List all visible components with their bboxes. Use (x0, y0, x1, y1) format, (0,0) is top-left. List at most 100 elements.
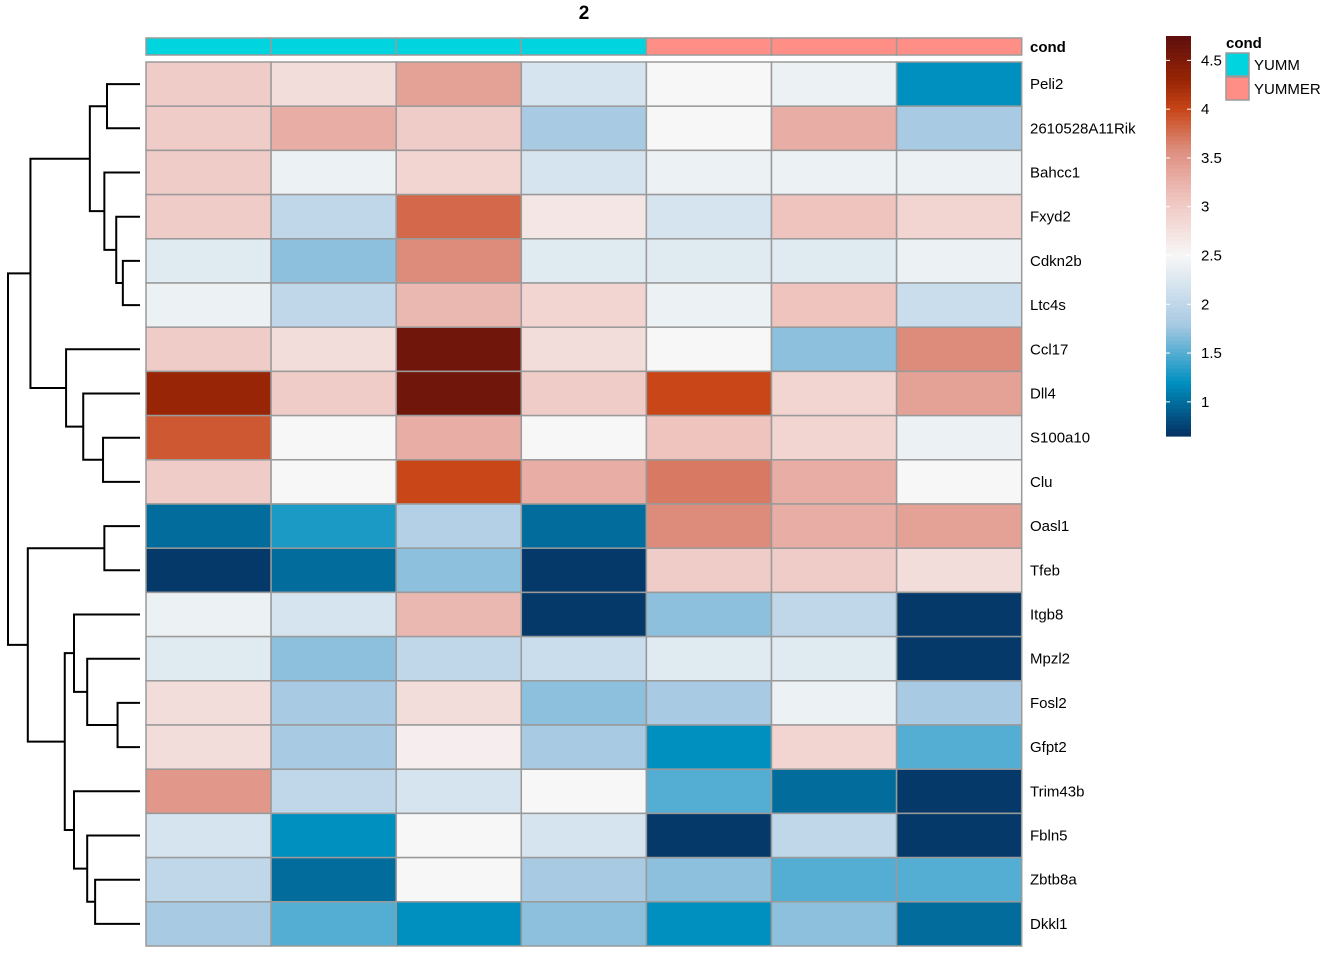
heatmap-cell (770, 591, 898, 638)
colorbar-segment (1166, 212, 1191, 217)
colorbar-segment (1166, 68, 1191, 73)
heatmap-cell (895, 414, 1023, 461)
heatmap-cell (770, 856, 898, 903)
colorbar-segment (1166, 156, 1191, 161)
heatmap-cell (270, 414, 397, 461)
heatmap-cell (520, 812, 648, 859)
heatmap-cell (645, 812, 773, 859)
colorbar-segment (1166, 44, 1191, 49)
heatmap-cell (395, 326, 523, 373)
row-label: Cdkn2b (1030, 253, 1082, 270)
heatmap-cell (145, 459, 272, 505)
colorbar-segment (1166, 88, 1191, 93)
colorbar-segment (1166, 196, 1191, 201)
heatmap-cell (395, 414, 523, 461)
row-label: Zbtb8a (1030, 872, 1077, 889)
row-dendrogram (7, 83, 140, 925)
heatmap-cell (395, 238, 523, 284)
colorbar-segment (1166, 244, 1191, 249)
colorbar-segment (1166, 136, 1191, 141)
heatmap-cell (645, 856, 773, 903)
heatmap-cell (395, 503, 523, 549)
heatmap-cell (770, 503, 898, 549)
heatmap-cell (520, 591, 648, 638)
condition-legend-swatch (1225, 52, 1250, 77)
colorbar-segment (1166, 92, 1191, 97)
annotation-cell (645, 37, 773, 56)
heatmap-cell (770, 901, 898, 947)
dendrogram-branch (86, 657, 140, 726)
heatmap-cell (270, 812, 397, 859)
heatmap-cell (145, 591, 272, 638)
heatmap-cell (645, 547, 773, 594)
heatmap-cell (270, 149, 397, 196)
heatmap-cell (395, 856, 523, 903)
heatmap-cell (895, 105, 1023, 152)
heatmap-cell (270, 459, 397, 505)
colorbar-segment (1166, 216, 1191, 221)
colorbar-segment (1166, 280, 1191, 285)
colorbar-segment (1166, 160, 1191, 165)
colorbar-segment (1166, 72, 1191, 77)
heatmap-cell (645, 326, 773, 373)
heatmap-cell (145, 414, 272, 461)
colorbar-segment (1166, 284, 1191, 289)
colorbar-segment (1166, 204, 1191, 209)
heatmap-cell (395, 459, 523, 505)
heatmap-cell (270, 238, 397, 284)
row-label: Fxyd2 (1030, 209, 1071, 226)
heatmap-cell (645, 370, 773, 417)
dendrogram-branch (94, 878, 140, 925)
heatmap-cell (770, 768, 898, 815)
colorbar-segment (1166, 328, 1191, 333)
colorbar-segment (1166, 320, 1191, 325)
colorbar-segment (1166, 60, 1191, 65)
heatmap-cell (895, 193, 1023, 240)
dendrogram-branch (115, 215, 140, 284)
heatmap-cell (645, 414, 773, 461)
colorbar-segment (1166, 424, 1191, 429)
colorbar-segment (1166, 176, 1191, 181)
colorbar-segment (1166, 404, 1191, 409)
heatmap-cell (645, 149, 773, 196)
colorbar-segment (1166, 128, 1191, 133)
heatmap-cell (270, 370, 397, 417)
heatmap-cell (145, 282, 272, 328)
dendrogram-branch (73, 613, 140, 693)
colorbar-segment (1166, 392, 1191, 397)
colorbar-segment (1166, 304, 1191, 309)
heatmap-cell (770, 635, 898, 682)
heatmap-cell (645, 591, 773, 638)
row-label: Oasl1 (1030, 518, 1069, 535)
row-label: Clu (1030, 474, 1053, 491)
heatmap-cell (145, 680, 272, 726)
colorbar-segment (1166, 140, 1191, 145)
colorbar-segment (1166, 288, 1191, 293)
dendrogram-branch (73, 790, 140, 870)
row-label: Peli2 (1030, 76, 1063, 93)
heatmap-cell (895, 635, 1023, 682)
heatmap-cell (270, 61, 397, 107)
colorbar-segment (1166, 264, 1191, 269)
colorbar-segment (1166, 220, 1191, 225)
heatmap-cell (645, 105, 773, 152)
row-label: Dll4 (1030, 386, 1056, 403)
colorbar-segment (1166, 364, 1191, 369)
heatmap-cell (520, 326, 648, 373)
heatmap-cell (895, 149, 1023, 196)
heatmap-cell (145, 503, 272, 549)
colorbar-segment (1166, 388, 1191, 393)
heatmap-cell (145, 812, 272, 859)
heatmap-cell (520, 459, 648, 505)
colorbar-segment (1166, 416, 1191, 421)
heatmap-cell (395, 591, 523, 638)
colorbar-tick-label: 1 (1201, 394, 1209, 411)
heatmap-cell (770, 105, 898, 152)
heatmap-cell (145, 768, 272, 815)
heatmap-cell (145, 61, 272, 107)
heatmap-cell (520, 61, 648, 107)
dendrogram-branch (116, 701, 140, 749)
heatmap-cell (145, 326, 272, 373)
dendrogram-branch (65, 348, 140, 428)
colorbar-segment (1166, 368, 1191, 373)
